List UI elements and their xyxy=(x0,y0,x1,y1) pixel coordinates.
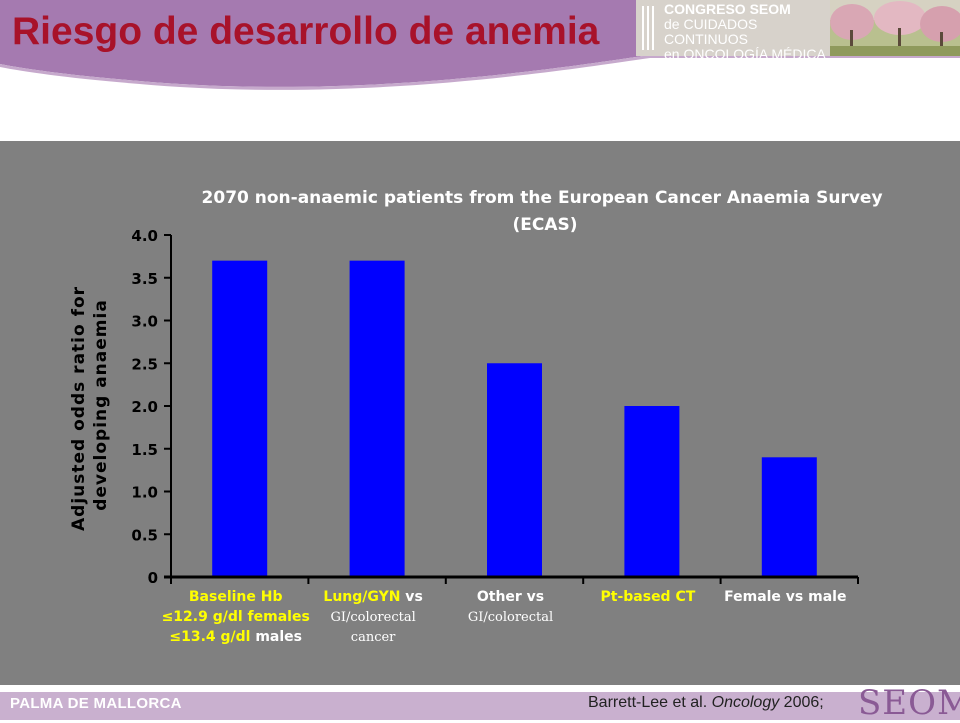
orchard-photo xyxy=(830,0,960,56)
category-label-line: Lung/GYN vs xyxy=(323,589,422,605)
category-label-run: GI/colorectal xyxy=(468,610,553,625)
slide-title: Riesgo de desarrollo de anemia xyxy=(12,10,600,53)
slide-header: Riesgo de desarrollo de anemia CONGRESO … xyxy=(0,0,960,140)
y-axis-label: Adjusted odds ratio for developing anaem… xyxy=(69,279,111,531)
bars xyxy=(212,260,817,577)
y-tick-label: 4.0 xyxy=(131,227,158,245)
chart-title: 2070 non-anaemic patients from the Europ… xyxy=(202,188,889,235)
footer-location: PALMA DE MALLORCA xyxy=(10,695,182,712)
header-band xyxy=(0,0,650,87)
y-tick-label: 3.0 xyxy=(131,313,158,331)
y-tick-label: 1.0 xyxy=(131,484,158,502)
category-labels: Baseline Hb ≤12.9 g/dl females ≤13.4 g/dl … xyxy=(162,589,847,645)
category-label-run: Baseline Hb xyxy=(189,589,283,605)
category-label-line: cancer xyxy=(351,630,396,645)
y-tick-label: 0.5 xyxy=(131,526,158,544)
category-label-run: ≤13.4 g/dl xyxy=(169,629,250,645)
y-axis-label-line-1: Adjusted odds ratio for xyxy=(69,286,89,531)
category-label-run: Lung/GYN xyxy=(323,589,400,605)
chart-title-line-2: (ECAS) xyxy=(512,215,577,235)
congress-line-3: en ONCOLOGÍA MÉDICA xyxy=(664,46,826,62)
citation: Barrett-Lee et al. Oncology 2006; xyxy=(588,694,824,712)
category-label-run: males xyxy=(250,629,302,645)
x-axis xyxy=(164,575,859,584)
category-label-line: Baseline Hb xyxy=(189,589,283,605)
congress-logo-mark xyxy=(642,6,654,50)
category-label-run: Female vs male xyxy=(724,589,846,605)
seom-logo: SEOM xyxy=(858,683,960,723)
bar xyxy=(487,363,542,577)
y-axis-label-line-2: developing anaemia xyxy=(91,299,111,511)
bar xyxy=(349,260,405,577)
citation-journal: Oncology xyxy=(711,694,780,711)
y-tick-label: 2.5 xyxy=(131,355,158,373)
category-label-line: GI/colorectal xyxy=(468,610,553,625)
footer-bar xyxy=(0,692,960,720)
bar xyxy=(761,457,817,577)
category-label-line: ≤13.4 g/dl males xyxy=(169,629,302,645)
chart-panel: 2070 non-anaemic patients from the Europ… xyxy=(0,141,960,685)
category-label-line: Female vs male xyxy=(724,589,846,605)
y-tick-label: 1.5 xyxy=(131,441,158,459)
y-tick-label: 0 xyxy=(148,569,158,587)
category-label-run: cancer xyxy=(351,630,396,645)
citation-year: 2006; xyxy=(783,694,824,711)
slide-footer: PALMA DE MALLORCA Barrett-Lee et al. Onc… xyxy=(0,683,960,723)
bar xyxy=(624,406,680,577)
bar-chart: 2070 non-anaemic patients from the Europ… xyxy=(69,188,889,645)
category-label-line: GI/colorectal xyxy=(330,610,415,625)
citation-authors: Barrett-Lee et al. xyxy=(588,694,708,711)
category-label-run: Pt-based CT xyxy=(601,589,696,605)
category-label-run: vs xyxy=(400,589,422,605)
congress-logo: CONGRESO SEOM de CUIDADOS CONTINUOS en O… xyxy=(636,0,830,62)
y-tick-label: 3.5 xyxy=(131,270,158,288)
congress-line-2: de CUIDADOS CONTINUOS xyxy=(664,16,758,47)
bar xyxy=(212,260,268,577)
category-label-line: Other vs xyxy=(477,589,544,605)
chart-title-line-1: 2070 non-anaemic patients from the Europ… xyxy=(202,188,883,208)
y-axis: 0 0.5 1.0 1.5 2.0 2.5 3.0 3.5 4.0 xyxy=(131,227,172,587)
congress-line-1: CONGRESO SEOM xyxy=(664,1,791,17)
y-tick-label: 2.0 xyxy=(131,398,158,416)
category-label-run: ≤12.9 g/dl females xyxy=(162,609,310,625)
category-label-run: GI/colorectal xyxy=(330,610,415,625)
category-label-line: Pt-based CT xyxy=(601,589,696,605)
category-label-run: Other vs xyxy=(477,589,544,605)
category-label-line: ≤12.9 g/dl females xyxy=(162,609,310,625)
